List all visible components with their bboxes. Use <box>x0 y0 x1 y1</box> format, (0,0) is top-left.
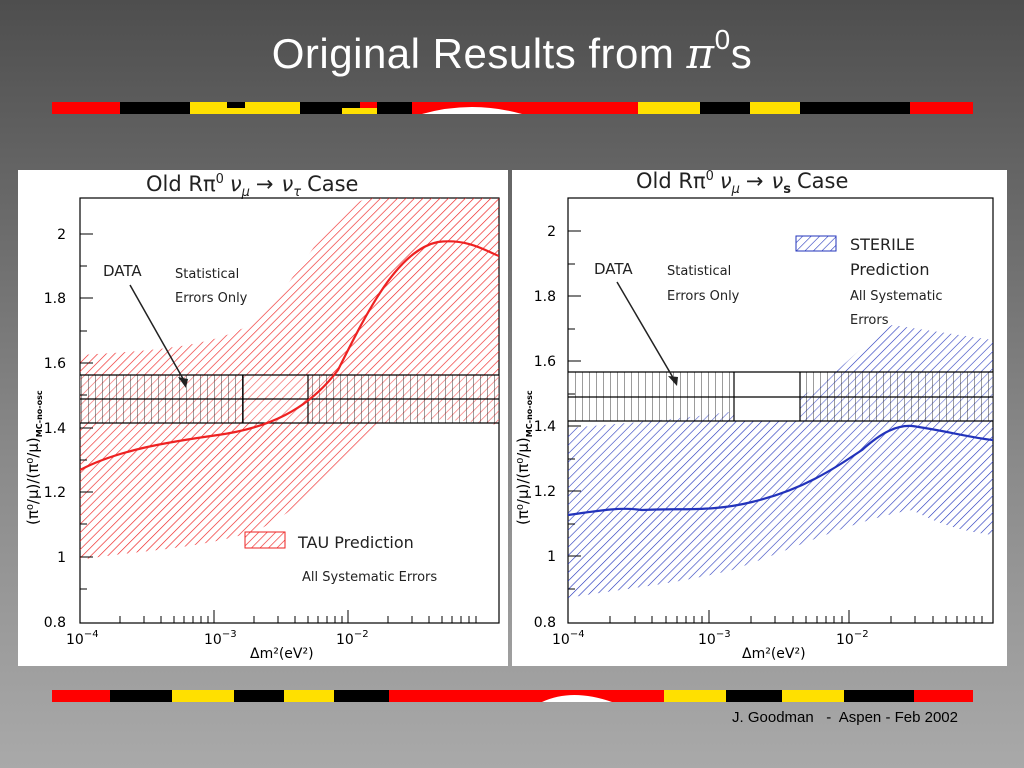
ytick-1: 1 <box>57 550 66 566</box>
title-text: Original Results from <box>271 30 687 77</box>
ytick-1.8: 1.8 <box>534 289 556 305</box>
sterile-legend-swatch <box>795 235 837 252</box>
data-arrow <box>129 284 187 385</box>
data-label: DATA <box>103 262 142 280</box>
ytick-1: 1 <box>547 549 556 565</box>
sterile-legend-label1: STERILE <box>850 235 915 254</box>
tau-legend-sub: All Systematic Errors <box>302 570 437 585</box>
title-pi: π <box>686 29 715 78</box>
xtick-1e-4: 10−4 <box>66 629 99 648</box>
ytick-2: 2 <box>547 224 556 240</box>
tau-plot-panel: Old Rπ0 νμ → ντ Case <box>18 170 508 666</box>
stat-errors-line2: Errors Only <box>175 291 248 306</box>
sterile-plot-title: Old Rπ0 νμ → νs Case <box>636 170 848 197</box>
ytick-1.4: 1.4 <box>44 421 66 437</box>
xtick-1e-3: 10−3 <box>698 629 731 648</box>
stat-errors-line1: Statistical <box>175 267 239 282</box>
x-axis-label: Δm²(eV²) <box>250 646 314 662</box>
footer-credit: J. Goodman - Aspen - Feb 2002 <box>732 709 958 726</box>
sterile-prediction-curve <box>568 424 993 517</box>
tau-plot-title: Old Rπ0 νμ → ντ Case <box>146 172 358 200</box>
ytick-0.8: 0.8 <box>44 615 66 631</box>
xtick-1e-3: 10−3 <box>204 629 237 648</box>
sterile-legend-sub2: Errors <box>850 313 889 328</box>
xtick-1e-4: 10−4 <box>552 629 585 648</box>
xtick-1e-2: 10−2 <box>836 629 869 648</box>
sterile-prediction-band <box>568 325 993 598</box>
title-tail: s <box>730 30 753 77</box>
data-label: DATA <box>594 260 633 278</box>
ytick-2: 2 <box>57 227 66 243</box>
sterile-legend-label2: Prediction <box>850 260 929 279</box>
tau-prediction-curve <box>80 240 499 471</box>
bottom-stripe <box>52 690 973 702</box>
slide-title: Original Results from π0s <box>0 24 1024 78</box>
sterile-legend-sub1: All Systematic <box>850 289 943 304</box>
x-axis-label: Δm²(eV²) <box>742 646 806 662</box>
tau-plot: Old Rπ0 νμ → ντ Case <box>24 172 500 662</box>
tau-prediction-band <box>80 198 499 560</box>
sterile-plot-panel: Old Rπ0 νμ → νs Case 2 1. <box>512 169 1007 666</box>
sterile-plot: Old Rπ0 νμ → νs Case 2 1. <box>514 169 994 662</box>
ytick-1.8: 1.8 <box>44 291 66 307</box>
ytick-1.2: 1.2 <box>534 484 556 500</box>
ytick-1.6: 1.6 <box>44 356 66 372</box>
title-sup: 0 <box>714 24 731 55</box>
tau-legend-swatch <box>244 531 286 549</box>
tau-legend-label: TAU Prediction <box>297 533 414 552</box>
stat-errors-line1: Statistical <box>667 264 731 279</box>
top-stripe <box>52 102 973 114</box>
ytick-0.8: 0.8 <box>534 615 556 631</box>
xtick-1e-2: 10−2 <box>336 629 369 648</box>
ytick-1.2: 1.2 <box>44 485 66 501</box>
y-axis-label: (π⁰/μ)/(π⁰/μ)MC-no-osc <box>24 390 44 525</box>
ytick-1.6: 1.6 <box>534 354 556 370</box>
data-arrow <box>616 281 676 382</box>
y-axis-label: (π⁰/μ)/(π⁰/μ)MC-no-osc <box>514 390 534 525</box>
ytick-1.4: 1.4 <box>534 419 556 435</box>
stat-errors-line2: Errors Only <box>667 289 740 304</box>
